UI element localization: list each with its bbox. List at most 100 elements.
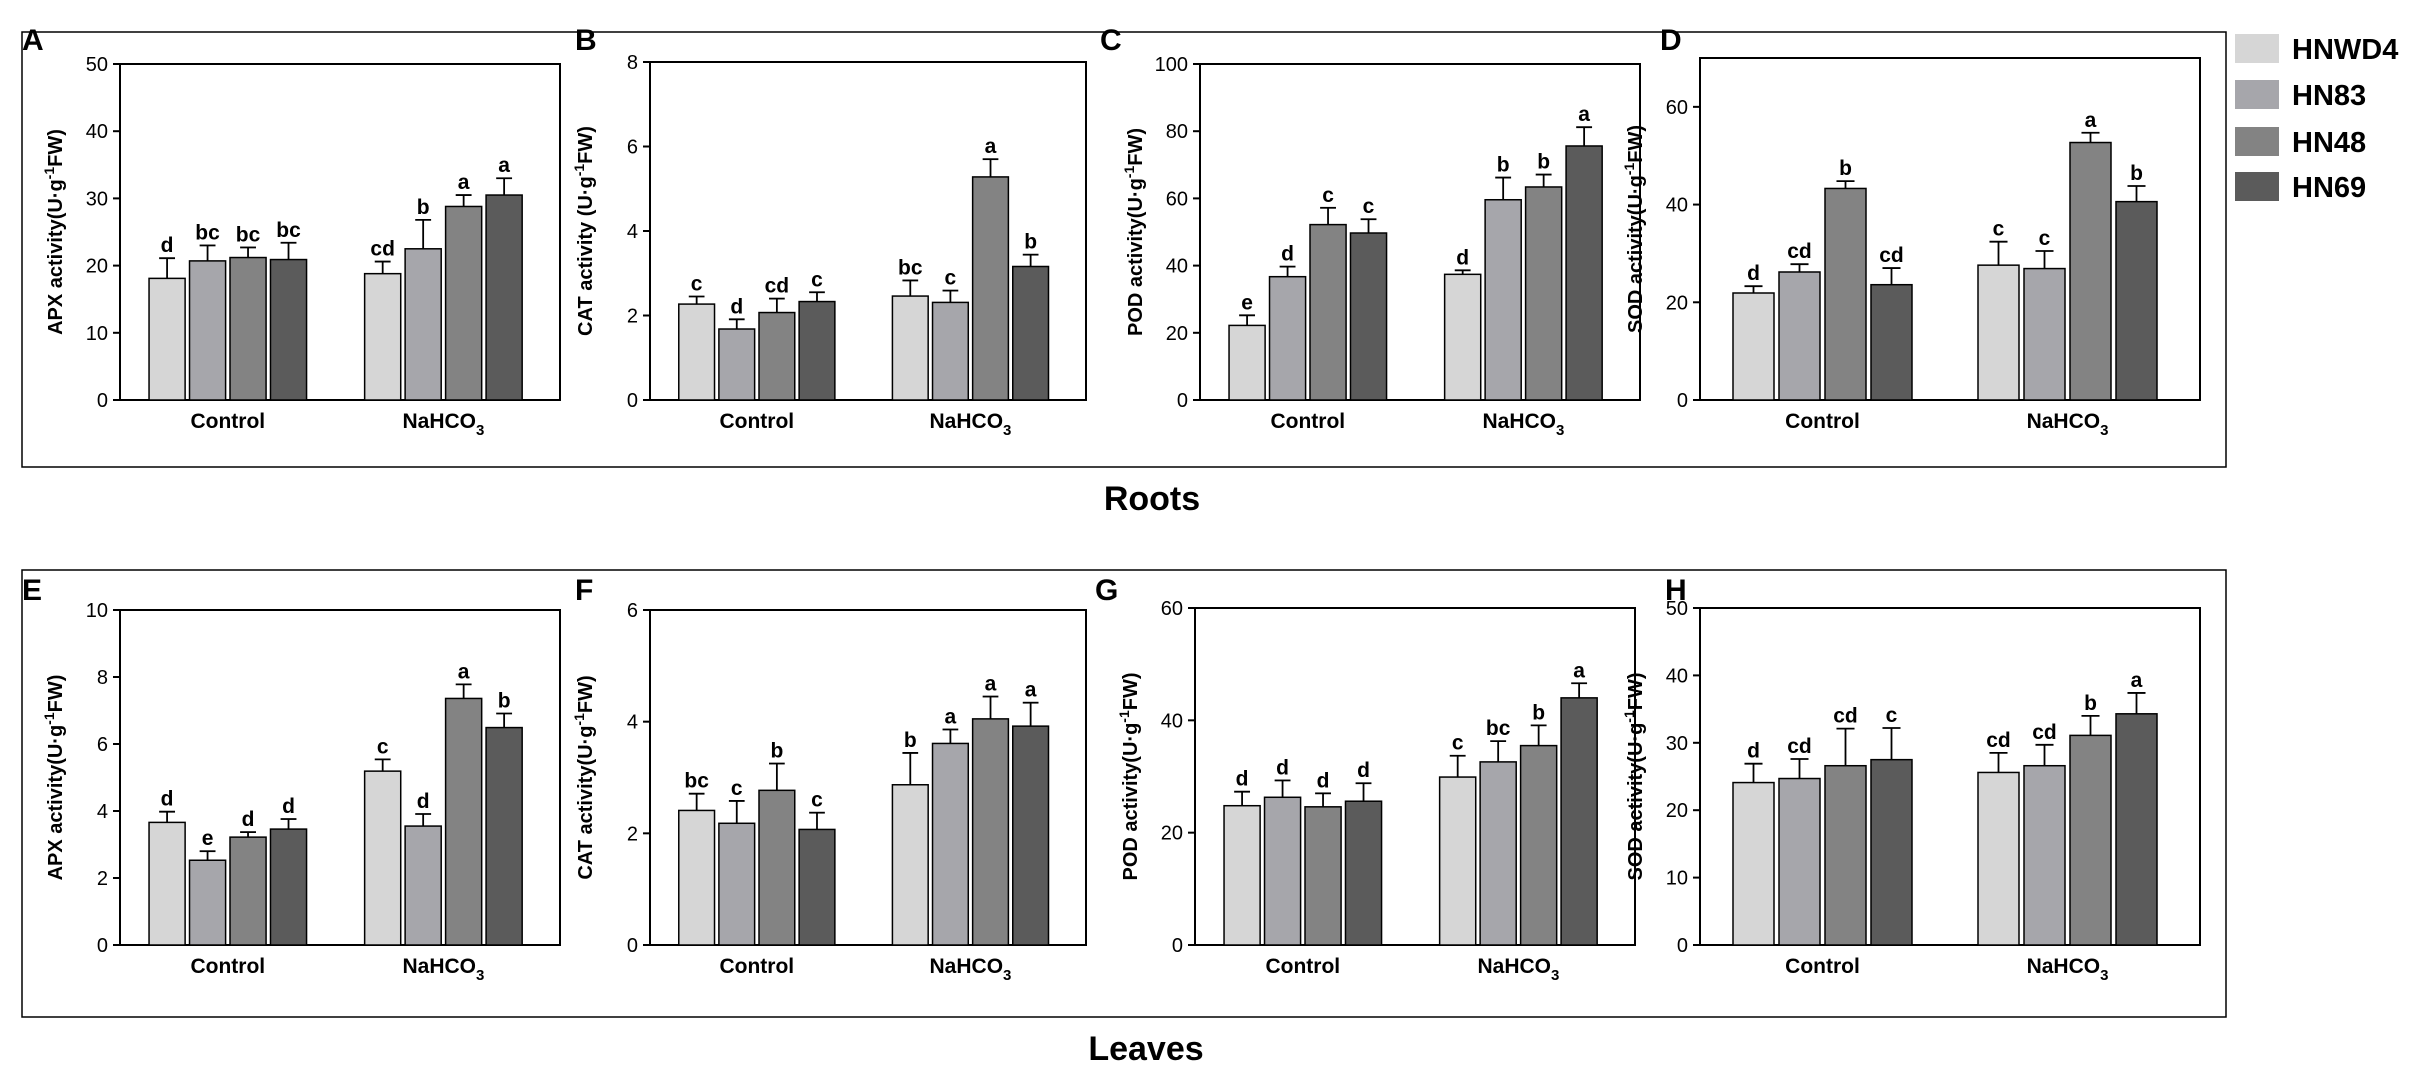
bar-hnwd4-control — [148, 821, 186, 946]
significance-letter: d — [242, 808, 255, 831]
x-tick-label-nahco3: NaHCO3 — [2027, 955, 2109, 984]
bar-hnwd4-nahco3 — [363, 272, 402, 401]
y-tick-label: 50 — [1666, 598, 1688, 620]
y-tick-label: 2 — [97, 868, 108, 890]
panel-letter-c: C — [1100, 24, 1122, 57]
x-tick-label-control: Control — [719, 410, 794, 433]
significance-letter: e — [1241, 291, 1253, 314]
bar-hn83-nahco3 — [1479, 761, 1517, 946]
bar-hn48-control — [1309, 223, 1347, 401]
y-tick-label: 60 — [1166, 188, 1188, 210]
significance-letter: c — [691, 272, 703, 295]
y-tick-label: 0 — [97, 935, 108, 957]
y-tick-label: 0 — [1677, 935, 1688, 957]
significance-letter: b — [417, 196, 430, 219]
x-tick-label-control: Control — [1270, 410, 1345, 433]
significance-letter: c — [2039, 227, 2051, 250]
x-tick-label-control: Control — [1265, 955, 1340, 978]
significance-letter: d — [1317, 769, 1330, 792]
significance-letter: b — [498, 690, 511, 713]
y-tick-label: 40 — [1161, 710, 1183, 732]
significance-letter: d — [1236, 768, 1249, 791]
bar-hn83-control — [718, 822, 756, 946]
bar-hn69-nahco3 — [2115, 713, 2158, 946]
y-tick-label: 40 — [1666, 665, 1688, 687]
bar-hnwd4-nahco3 — [1977, 771, 2020, 946]
legend-swatch-hn48 — [2235, 127, 2279, 156]
bar-hn48-nahco3 — [971, 176, 1010, 401]
panel-letter-d: D — [1660, 24, 1682, 57]
bar-hn69-control — [798, 828, 836, 946]
significance-letter: c — [1363, 195, 1375, 218]
significance-letter: cd — [1986, 729, 2011, 752]
bar-hnwd4-nahco3 — [363, 770, 402, 946]
bar-hn69-control — [798, 300, 836, 401]
bar-hn48-nahco3 — [2069, 734, 2112, 946]
y-tick-label: 100 — [1155, 54, 1188, 76]
significance-letter: b — [1532, 701, 1545, 724]
bar-hnwd4-nahco3 — [1977, 264, 2020, 401]
bar-hn48-control — [758, 789, 796, 946]
bar-hn48-nahco3 — [444, 697, 483, 946]
y-tick-label: 2 — [627, 306, 638, 328]
x-tick-label-nahco3: NaHCO3 — [930, 955, 1012, 984]
bar-hn48-control — [1824, 187, 1867, 401]
significance-letter: b — [904, 729, 917, 752]
bar-hn69-nahco3 — [1560, 697, 1598, 946]
y-axis-label: POD activity(U·g-1FW) — [1121, 128, 1147, 336]
bar-hn69-control — [1344, 800, 1383, 946]
y-tick-label: 4 — [627, 221, 638, 243]
bar-hn83-nahco3 — [931, 301, 970, 401]
y-axis-label: APX activity(U·g-1FW) — [41, 675, 67, 881]
significance-letter: a — [985, 135, 997, 158]
roots-frame — [21, 31, 2227, 468]
bar-hn48-nahco3 — [1524, 186, 1563, 401]
legend-label-hn48: HN48 — [2292, 127, 2366, 159]
y-tick-label: 10 — [1666, 868, 1688, 890]
significance-letter: bc — [1486, 717, 1511, 740]
y-tick-label: 60 — [1161, 598, 1183, 620]
y-tick-label: 20 — [1666, 800, 1688, 822]
significance-letter: c — [1886, 704, 1898, 727]
bar-hn69-nahco3 — [1012, 725, 1050, 946]
bar-hn69-control — [269, 258, 308, 401]
chart-panel-g: G 0 20 40 60 POD activity(U·g-1FW) d c d bc d b d a Co… — [1095, 574, 1636, 984]
significance-letter: c — [1452, 732, 1464, 755]
significance-letter: a — [945, 705, 957, 728]
bar-hnwd4-control — [148, 277, 186, 401]
significance-letter: c — [1322, 184, 1334, 207]
y-tick-label: 40 — [86, 121, 108, 143]
y-tick-label: 30 — [86, 188, 108, 210]
plot-frame — [649, 609, 1087, 946]
bar-hn83-control — [1778, 271, 1821, 401]
significance-letter: a — [2085, 109, 2097, 132]
legend-swatch-hn83 — [2235, 80, 2279, 109]
y-tick-label: 6 — [627, 600, 638, 622]
panel-letter-g: G — [1095, 574, 1118, 607]
legend-swatch-hn69 — [2235, 172, 2279, 201]
significance-letter: c — [811, 789, 823, 812]
y-tick-label: 10 — [86, 600, 108, 622]
plot-frame — [1199, 63, 1641, 401]
y-tick-label: 60 — [1666, 97, 1688, 119]
y-tick-label: 0 — [1177, 390, 1188, 412]
y-tick-label: 30 — [1666, 733, 1688, 755]
chart-panel-a: A 0 10 20 30 40 50 APX activity(U·g-1FW) d cd bc b b… — [22, 24, 561, 439]
significance-letter: a — [1573, 659, 1585, 682]
significance-letter: d — [1281, 243, 1294, 266]
bar-hn83-nahco3 — [2023, 267, 2066, 401]
significance-letter: d — [1357, 759, 1370, 782]
significance-letter: d — [417, 790, 430, 813]
bar-hn83-nahco3 — [404, 248, 442, 401]
y-tick-label: 4 — [97, 801, 108, 823]
x-tick-label-nahco3: NaHCO3 — [2027, 410, 2109, 439]
significance-letter: a — [2131, 669, 2143, 692]
bar-hnwd4-nahco3 — [891, 295, 929, 401]
y-axis-label: CAT activity(U·g-1FW) — [571, 675, 597, 879]
significance-letter: b — [2084, 692, 2097, 715]
significance-letter: a — [1025, 679, 1037, 702]
significance-letter: cd — [1879, 244, 1904, 267]
bar-hn48-control — [1824, 764, 1867, 946]
significance-letter: a — [458, 660, 470, 683]
